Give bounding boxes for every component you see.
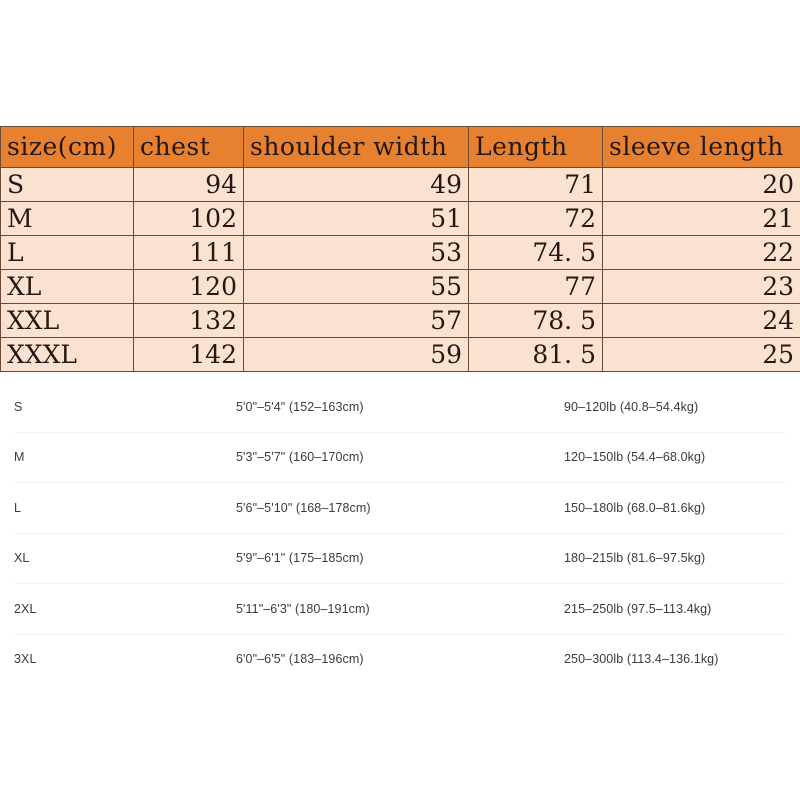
cell-length: 71: [468, 167, 603, 202]
fit-guide-row: XL 5'9"–6'1" (175–185cm) 180–215lb (81.6…: [14, 534, 786, 584]
table-header-row: size(cm) chest shoulder width Length sle…: [0, 126, 800, 168]
table-row: S 94 49 71 20: [0, 167, 800, 202]
cell-size: L: [0, 235, 134, 270]
table-row: L 111 53 74. 5 22: [0, 235, 800, 270]
cell-shoulder-width: 57: [243, 303, 469, 338]
column-header-sleeve-length: sleeve length: [602, 126, 800, 168]
fit-size-label: 2XL: [14, 601, 37, 616]
fit-size-label: XL: [14, 551, 30, 566]
cell-shoulder-width: 51: [243, 201, 469, 236]
fit-weight-range: 215–250lb (97.5–113.4kg): [564, 601, 712, 616]
cell-shoulder-width: 49: [243, 167, 469, 202]
cell-sleeve-length: 25: [602, 337, 800, 372]
cell-chest: 132: [133, 303, 244, 338]
fit-size-label: 3XL: [14, 652, 37, 667]
fit-size-label: L: [14, 500, 22, 515]
cell-chest: 94: [133, 167, 244, 202]
cell-shoulder-width: 55: [243, 269, 469, 304]
fit-guide-row: 3XL 6'0"–6'5" (183–196cm) 250–300lb (113…: [14, 635, 786, 685]
fit-weight-range: 120–150lb (54.4–68.0kg): [564, 450, 706, 465]
cell-sleeve-length: 22: [602, 235, 800, 270]
cell-sleeve-length: 23: [602, 269, 800, 304]
fit-guide-row: M 5'3"–5'7" (160–170cm) 120–150lb (54.4–…: [14, 433, 786, 483]
cell-length: 72: [468, 201, 603, 236]
cell-sleeve-length: 21: [602, 201, 800, 236]
cell-length: 78. 5: [468, 303, 603, 338]
cell-sleeve-length: 24: [602, 303, 800, 338]
cell-chest: 102: [133, 201, 244, 236]
cell-size: XXL: [0, 303, 134, 338]
fit-guide-row: L 5'6"–5'10" (168–178cm) 150–180lb (68.0…: [14, 483, 786, 534]
column-header-shoulder-width: shoulder width: [243, 126, 469, 168]
cell-shoulder-width: 59: [243, 337, 469, 372]
fit-weight-range: 150–180lb (68.0–81.6kg): [564, 500, 706, 515]
table-row: M 102 51 72 21: [0, 201, 800, 236]
cell-chest: 111: [133, 235, 244, 270]
cell-chest: 120: [133, 269, 244, 304]
fit-weight-range: 90–120lb (40.8–54.4kg): [564, 399, 699, 414]
column-header-chest: chest: [133, 126, 244, 168]
cell-chest: 142: [133, 337, 244, 372]
fit-size-label: S: [14, 399, 23, 414]
fit-height-range: 5'6"–5'10" (168–178cm): [236, 500, 371, 515]
height-weight-fit-guide: S 5'0"–5'4" (152–163cm) 90–120lb (40.8–5…: [0, 382, 800, 684]
table-row: XXL 132 57 78. 5 24: [0, 303, 800, 338]
fit-height-range: 5'3"–5'7" (160–170cm): [236, 450, 364, 465]
garment-measurement-table: size(cm) chest shoulder width Length sle…: [0, 126, 800, 372]
cell-length: 81. 5: [468, 337, 603, 372]
fit-weight-range: 180–215lb (81.6–97.5kg): [564, 551, 706, 566]
cell-size: M: [0, 201, 134, 236]
cell-length: 74. 5: [468, 235, 603, 270]
fit-guide-row: S 5'0"–5'4" (152–163cm) 90–120lb (40.8–5…: [14, 382, 786, 433]
table-row: XL 120 55 77 23: [0, 269, 800, 304]
cell-shoulder-width: 53: [243, 235, 469, 270]
cell-length: 77: [468, 269, 603, 304]
fit-size-label: M: [14, 450, 25, 465]
fit-height-range: 6'0"–6'5" (183–196cm): [236, 652, 364, 667]
measurement-table-container: size(cm) chest shoulder width Length sle…: [0, 126, 800, 372]
cell-size: XL: [0, 269, 134, 304]
cell-size: XXXL: [0, 337, 134, 372]
fit-height-range: 5'0"–5'4" (152–163cm): [236, 399, 364, 414]
fit-height-range: 5'11"–6'3" (180–191cm): [236, 601, 370, 616]
column-header-size: size(cm): [0, 126, 134, 168]
cell-size: S: [0, 167, 134, 202]
table-row: XXXL 142 59 81. 5 25: [0, 337, 800, 372]
fit-weight-range: 250–300lb (113.4–136.1kg): [564, 652, 719, 667]
column-header-length: Length: [468, 126, 603, 168]
cell-sleeve-length: 20: [602, 167, 800, 202]
fit-guide-row: 2XL 5'11"–6'3" (180–191cm) 215–250lb (97…: [14, 584, 786, 635]
fit-height-range: 5'9"–6'1" (175–185cm): [236, 551, 364, 566]
